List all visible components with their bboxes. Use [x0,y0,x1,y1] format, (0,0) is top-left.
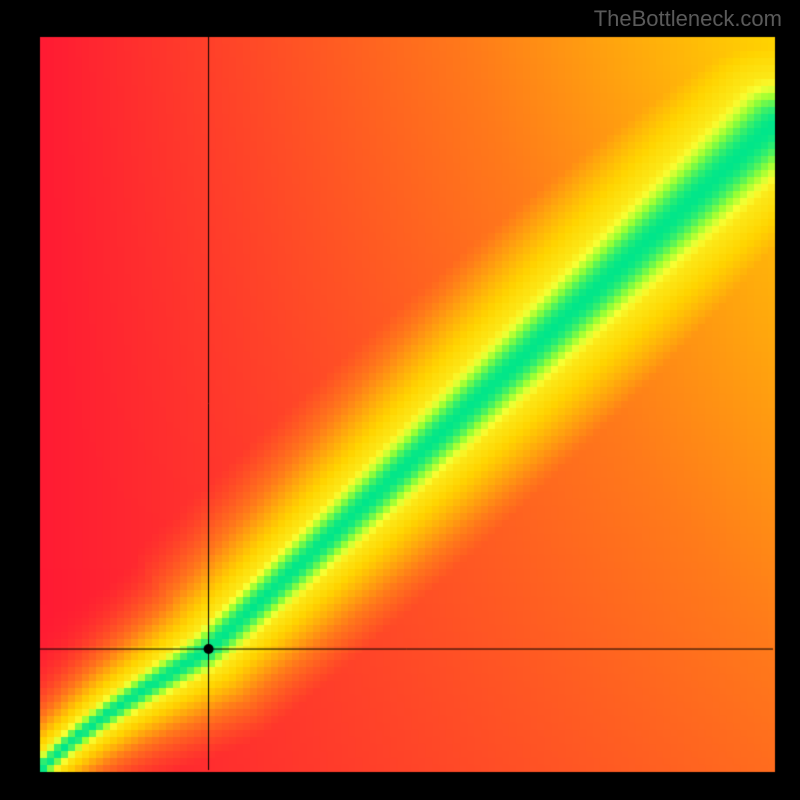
chart-container: TheBottleneck.com [0,0,800,800]
bottleneck-heatmap [0,0,800,800]
watermark-text: TheBottleneck.com [594,6,782,32]
